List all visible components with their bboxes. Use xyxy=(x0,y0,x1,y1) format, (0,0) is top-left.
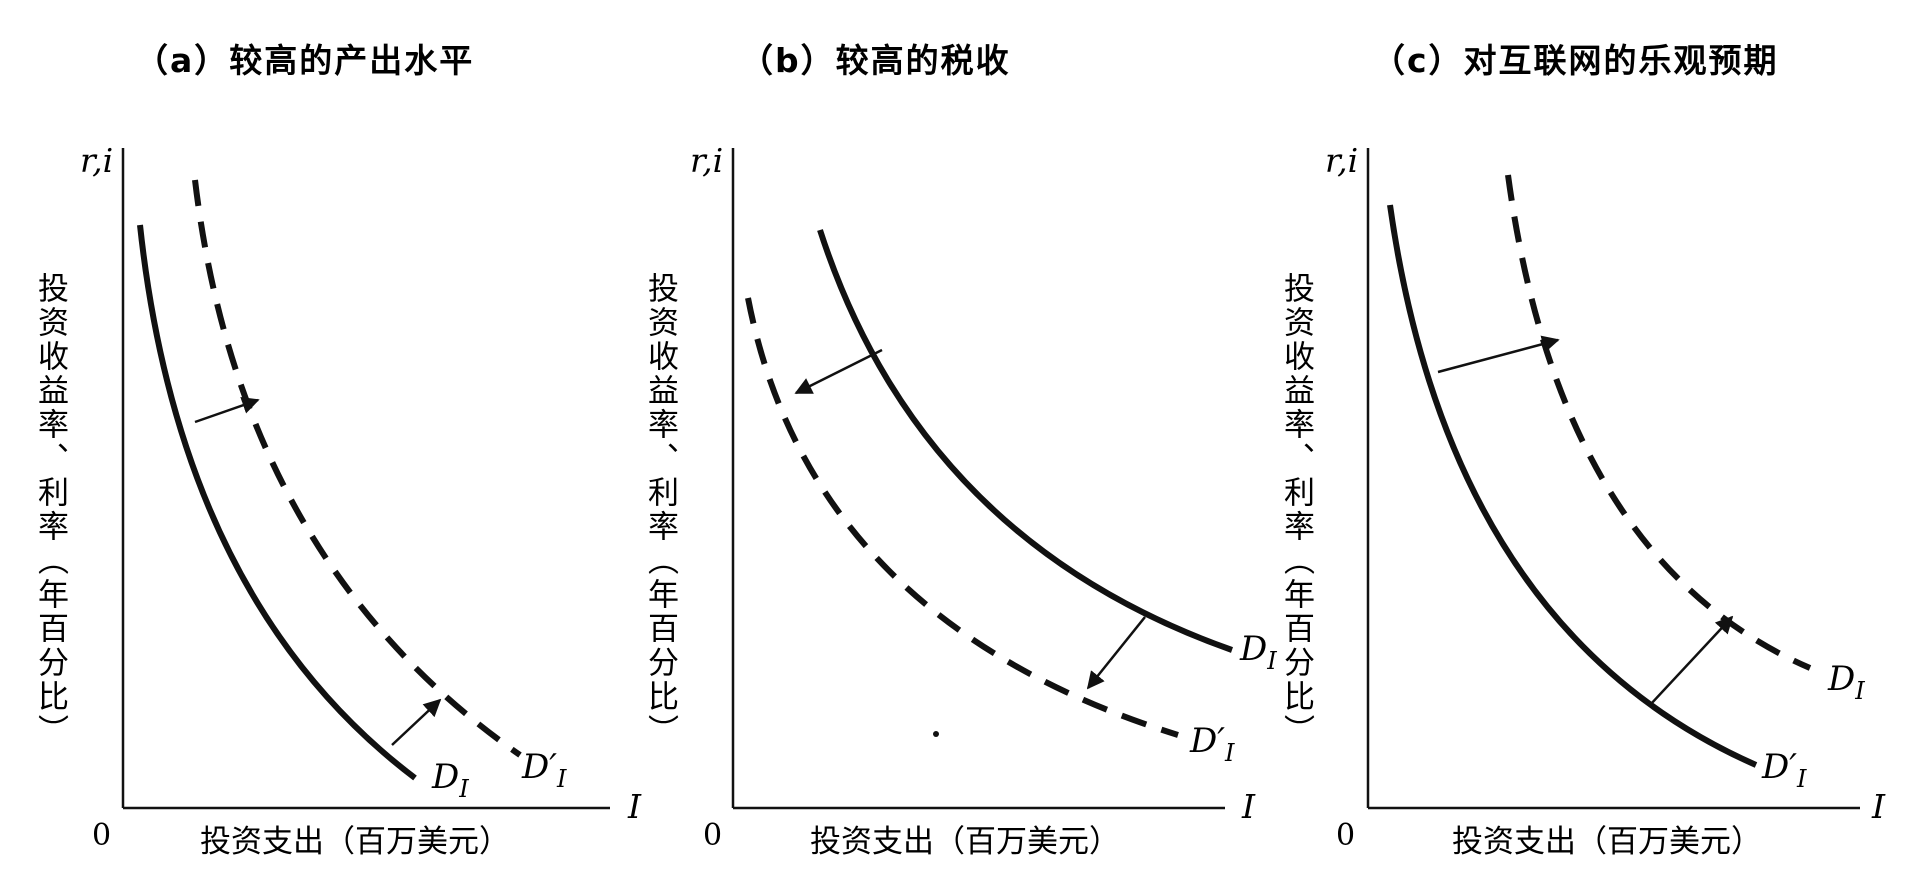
panel-b-shift-arrow-upper xyxy=(794,348,883,395)
panel-b-label-dpi-prime: ′ xyxy=(1217,721,1225,761)
panel-a-shift-arrow-upper xyxy=(194,396,260,424)
panel-c-shift-arrow-lower xyxy=(1649,615,1734,706)
panel-c-y-label: 投资收益率、利率（年百分比） xyxy=(1278,272,1315,748)
panel-b-label-dpi-name: D xyxy=(1189,721,1217,761)
panel-b-origin: 0 xyxy=(703,818,722,853)
panel-b-curve-di-prime xyxy=(745,297,1179,738)
panel-a-y-label: 投资收益率、利率（年百分比） xyxy=(32,272,69,748)
panel-c-label-solid-name: D xyxy=(1761,747,1789,787)
panel-b: （b）较高的税收 r,i 投资收益率、利率（年百分比） 0 I 投资支出（百万美… xyxy=(642,41,1277,860)
panel-c-x-label: 投资支出（百万美元） xyxy=(1452,824,1762,860)
panel-b-title: （b）较高的税收 xyxy=(740,41,1011,80)
panel-a: （a）较高的产出水平 r,i 投资收益率、利率（年百分比） 0 I 投资支出（百… xyxy=(32,41,642,860)
panel-a-label-di-name: D xyxy=(431,757,459,797)
panel-a-label-dpi-prime: ′ xyxy=(549,747,557,787)
panel-c-y-symbol: r,i xyxy=(1325,141,1358,180)
panel-a-label-dpi-name: D xyxy=(521,747,549,787)
panel-c-label-dashed: DI xyxy=(1827,659,1865,705)
panel-c-label-dashed-sub: I xyxy=(1854,677,1865,705)
panel-a-origin: 0 xyxy=(92,818,111,853)
panel-a-x-label: 投资支出（百万美元） xyxy=(200,824,510,860)
panel-a-label-di: DI xyxy=(431,757,469,803)
panel-a-label-di-prime-curve: D′I xyxy=(521,747,567,793)
panel-b-label-di-sub: I xyxy=(1266,647,1277,675)
panel-b-y-label: 投资收益率、利率（年百分比） xyxy=(642,272,679,748)
panel-a-label-dpi-sub: I xyxy=(556,765,567,793)
panel-b-stray-dot xyxy=(933,731,939,737)
panel-c: （c）对互联网的乐观预期 r,i 投资收益率、利率（年百分比） 0 I 投资支出… xyxy=(1278,41,1886,860)
panel-a-label-di-sub: I xyxy=(458,775,469,803)
panel-a-x-symbol: I xyxy=(627,787,642,826)
panel-b-x-symbol: I xyxy=(1241,787,1256,826)
panel-b-label-di-name: D xyxy=(1239,629,1267,669)
panel-c-label-solid-sub: I xyxy=(1796,765,1807,793)
panel-a-curve-di-prime xyxy=(192,179,522,758)
panel-c-label-solid: D′I xyxy=(1761,747,1807,793)
panel-a-y-symbol: r,i xyxy=(80,141,113,180)
panel-b-label-dpi-sub: I xyxy=(1224,739,1235,767)
panel-a-curve-di xyxy=(137,224,417,781)
panel-c-origin: 0 xyxy=(1336,818,1355,853)
panel-c-x-symbol: I xyxy=(1871,787,1886,826)
panel-c-shift-arrow-upper xyxy=(1437,335,1560,374)
panel-a-shift-arrow-lower xyxy=(391,698,442,746)
panel-b-label-di-prime-curve: D′I xyxy=(1189,721,1235,767)
panel-b-shift-arrow-lower xyxy=(1086,616,1146,690)
panel-b-label-di: DI xyxy=(1239,629,1277,675)
panel-c-curve-solid xyxy=(1387,204,1758,768)
panel-b-y-symbol: r,i xyxy=(690,141,723,180)
panel-c-label-solid-prime: ′ xyxy=(1789,747,1797,787)
panel-c-curve-dashed xyxy=(1505,174,1812,671)
panel-b-curve-di xyxy=(817,229,1233,653)
panel-c-label-dashed-name: D xyxy=(1827,659,1855,699)
panel-a-title: （a）较高的产出水平 xyxy=(135,41,474,80)
panel-b-x-label: 投资支出（百万美元） xyxy=(810,824,1120,860)
panel-c-title: （c）对互联网的乐观预期 xyxy=(1372,41,1779,80)
